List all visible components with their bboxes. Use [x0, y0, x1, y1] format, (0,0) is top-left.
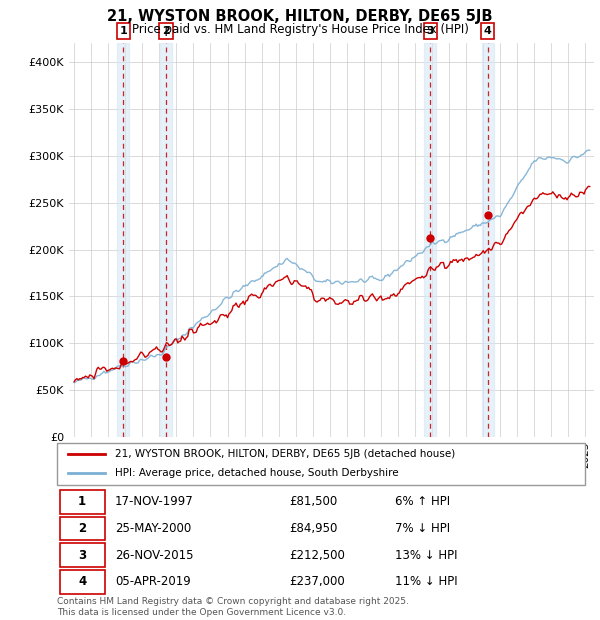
Text: 6% ↑ HPI: 6% ↑ HPI: [395, 495, 450, 508]
Text: 17-NOV-1997: 17-NOV-1997: [115, 495, 194, 508]
FancyBboxPatch shape: [59, 544, 104, 567]
FancyBboxPatch shape: [59, 517, 104, 540]
FancyBboxPatch shape: [59, 490, 104, 513]
Text: 3: 3: [427, 26, 434, 36]
Text: 2: 2: [162, 26, 170, 36]
Text: 11% ↓ HPI: 11% ↓ HPI: [395, 575, 458, 588]
FancyBboxPatch shape: [57, 443, 585, 485]
Text: 7% ↓ HPI: 7% ↓ HPI: [395, 522, 450, 535]
Text: HPI: Average price, detached house, South Derbyshire: HPI: Average price, detached house, Sout…: [115, 469, 399, 479]
Text: 05-APR-2019: 05-APR-2019: [115, 575, 191, 588]
Bar: [160, 43, 172, 437]
Text: 3: 3: [78, 549, 86, 562]
Text: 4: 4: [78, 575, 86, 588]
Text: 25-MAY-2000: 25-MAY-2000: [115, 522, 191, 535]
Text: £81,500: £81,500: [289, 495, 338, 508]
Text: Price paid vs. HM Land Registry's House Price Index (HPI): Price paid vs. HM Land Registry's House …: [131, 23, 469, 36]
Text: 21, WYSTON BROOK, HILTON, DERBY, DE65 5JB (detached house): 21, WYSTON BROOK, HILTON, DERBY, DE65 5J…: [115, 449, 455, 459]
Bar: [424, 43, 436, 437]
Text: 1: 1: [78, 495, 86, 508]
Text: 1: 1: [119, 26, 127, 36]
Text: 2: 2: [78, 522, 86, 535]
Text: 26-NOV-2015: 26-NOV-2015: [115, 549, 194, 562]
FancyBboxPatch shape: [59, 570, 104, 593]
Text: 21, WYSTON BROOK, HILTON, DERBY, DE65 5JB: 21, WYSTON BROOK, HILTON, DERBY, DE65 5J…: [107, 9, 493, 24]
Bar: [482, 43, 494, 437]
Text: Contains HM Land Registry data © Crown copyright and database right 2025.
This d: Contains HM Land Registry data © Crown c…: [57, 598, 409, 617]
Text: 4: 4: [484, 26, 491, 36]
Text: 13% ↓ HPI: 13% ↓ HPI: [395, 549, 457, 562]
Text: £84,950: £84,950: [289, 522, 338, 535]
Bar: [117, 43, 129, 437]
Text: £237,000: £237,000: [289, 575, 345, 588]
Text: £212,500: £212,500: [289, 549, 345, 562]
